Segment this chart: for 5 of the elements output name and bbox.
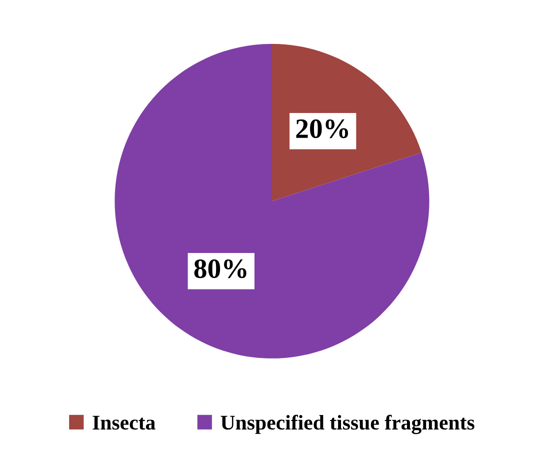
data-label: 20% [296, 119, 348, 138]
legend-label: Insecta [92, 416, 156, 430]
data-label: 80% [194, 259, 246, 278]
pie-slice [114, 44, 430, 358]
legend-label: Unspecified tissue fragments [220, 414, 474, 434]
